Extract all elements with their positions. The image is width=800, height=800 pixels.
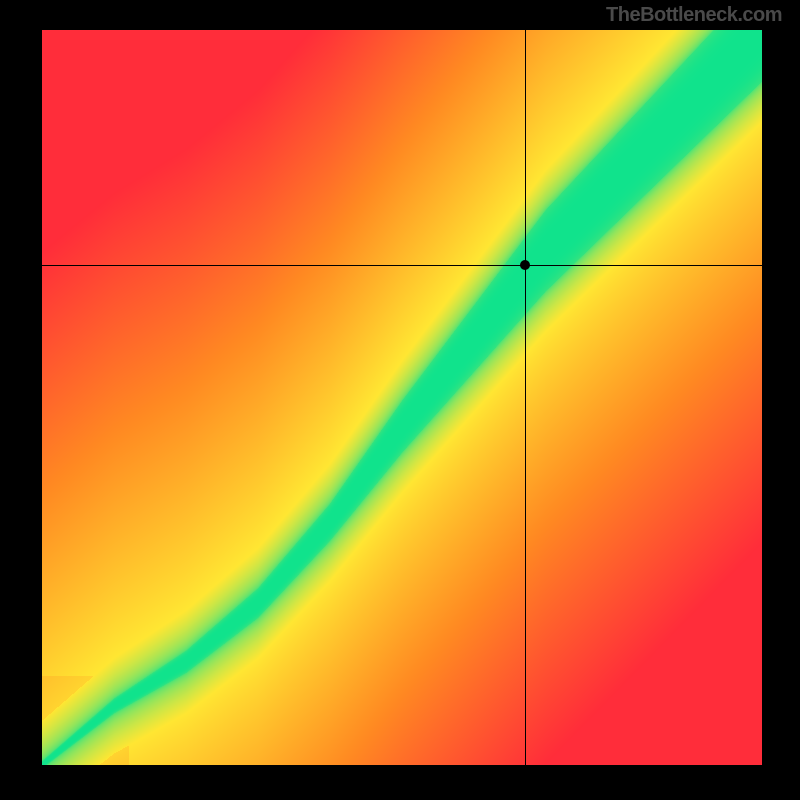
- heatmap-canvas: [42, 30, 762, 765]
- bottleneck-heatmap: [42, 30, 762, 765]
- crosshair-marker-dot: [520, 260, 530, 270]
- crosshair-horizontal-line: [42, 265, 762, 266]
- watermark-text: TheBottleneck.com: [606, 4, 782, 27]
- root-container: TheBottleneck.com: [0, 0, 800, 800]
- crosshair-vertical-line: [525, 30, 526, 765]
